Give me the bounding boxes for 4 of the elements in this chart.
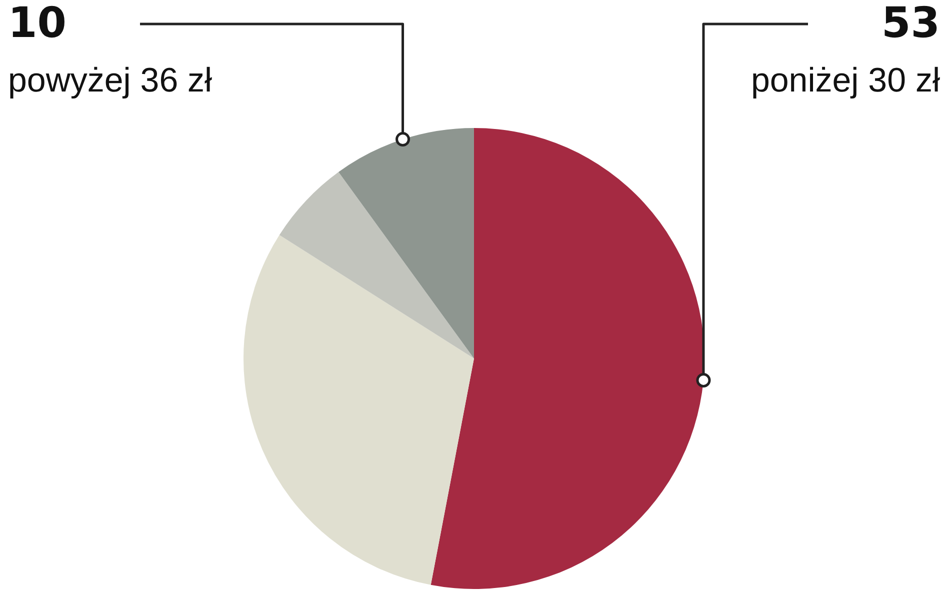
data-label: 10 — [8, 0, 66, 47]
slice-label: poniżej 30 zł — [750, 61, 940, 100]
slice-label: powyżej 36 zł — [8, 61, 213, 100]
data-label: 53 — [882, 0, 940, 47]
